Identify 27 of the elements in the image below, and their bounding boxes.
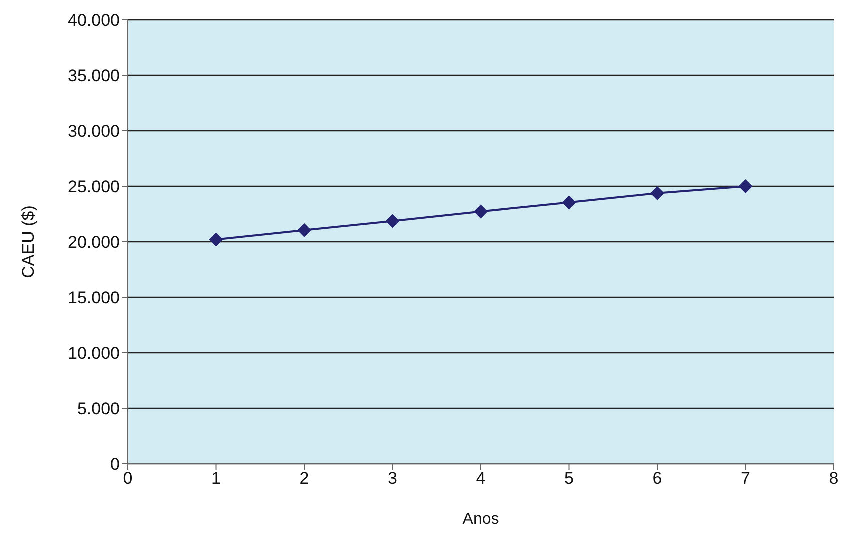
x-axis-title: Anos [462,511,500,528]
y-tick-label: 5.000 [77,400,120,419]
x-tick-label: 1 [212,469,221,488]
y-axis-title: CAEU ($) [19,206,38,278]
x-tick-label: 3 [388,469,398,488]
x-tick-label: 6 [652,469,662,488]
x-tick-label: 0 [123,469,133,488]
y-tick-label: 35.000 [68,66,120,86]
point [298,223,312,238]
x-tick-label: 8 [829,469,839,488]
point [562,196,576,210]
x-tick-label: 7 [741,469,750,488]
point [474,204,488,219]
y-tick-label: 25.000 [68,178,120,197]
point [738,180,753,194]
point [209,232,224,247]
point [386,214,400,228]
x-tick-label: 4 [476,469,486,488]
y-tick-label: 10.000 [68,344,120,364]
x-tick-label: 5 [564,469,574,488]
point [650,186,664,200]
y-tick-label: 0 [110,455,120,474]
y-tick-label: 30.000 [68,122,120,142]
x-tick-label: 2 [300,469,310,488]
y-tick-label: 15.000 [68,288,120,308]
y-tick-label: 20.000 [68,233,120,252]
y-tick-label: 40.000 [68,11,120,30]
